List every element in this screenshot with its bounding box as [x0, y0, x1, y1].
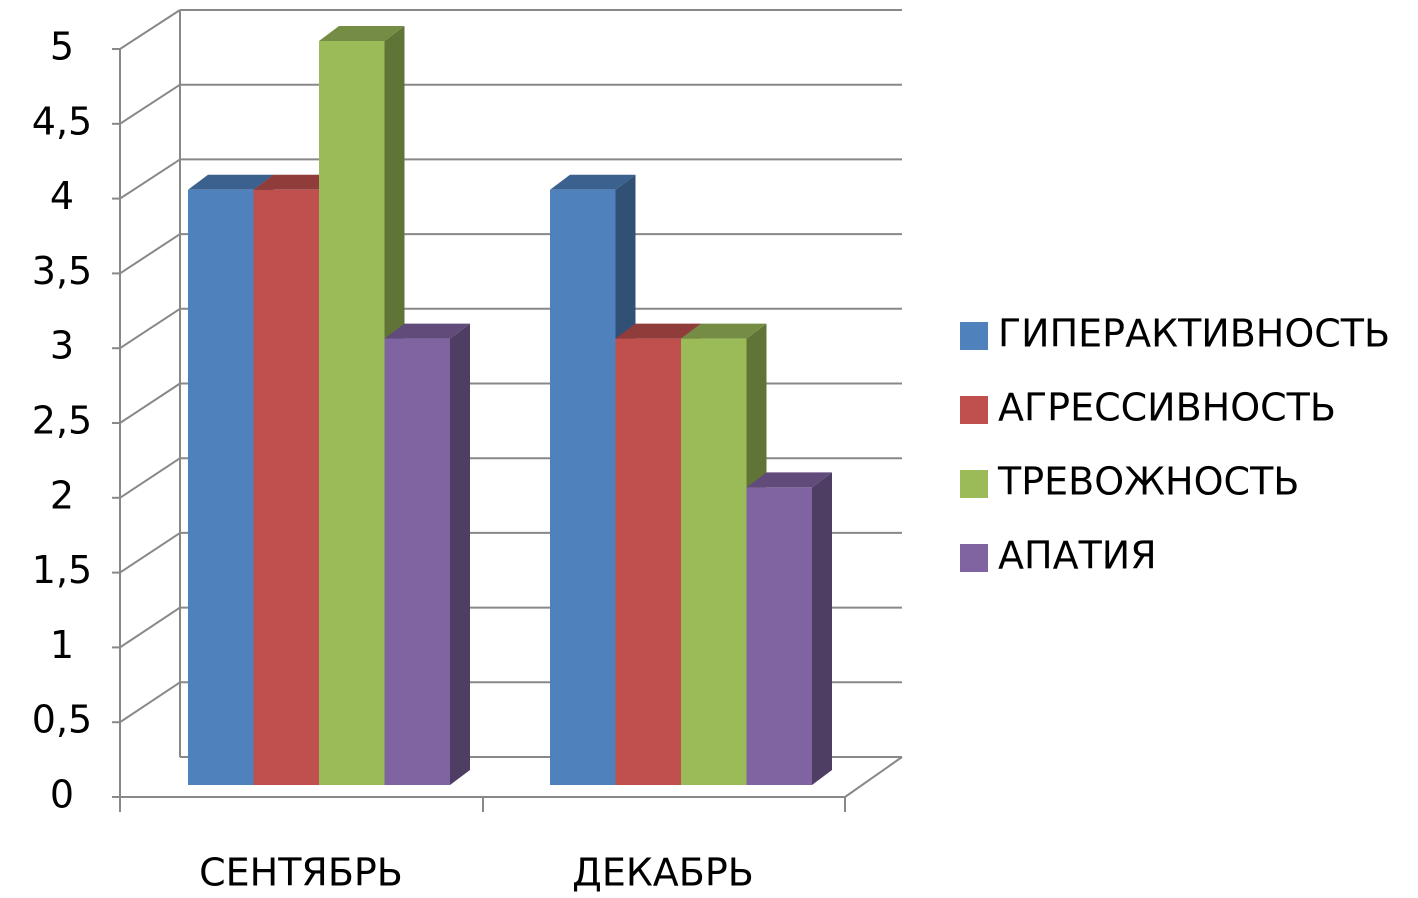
y-tick-label: 4,5	[32, 99, 92, 143]
legend-label: АГРЕССИВНОСТЬ	[998, 386, 1336, 430]
grid-line	[119, 606, 181, 649]
bar	[681, 338, 747, 785]
y-tick-label: 5	[50, 25, 74, 69]
bar-top	[384, 323, 470, 339]
legend-swatch	[960, 396, 988, 424]
bar	[319, 41, 385, 785]
floor-edge	[844, 756, 903, 798]
x-tick-label: ДЕКАБРЬ	[572, 851, 754, 895]
x-tick-label: СЕНТЯБРЬ	[199, 851, 403, 895]
y-tick-label: 3,5	[32, 249, 92, 293]
bar	[615, 338, 681, 785]
bar-top	[615, 323, 701, 339]
grid-line	[119, 382, 181, 424]
y-tick-label: 2,5	[32, 399, 92, 443]
bar-side	[812, 472, 832, 785]
grid-line	[119, 457, 181, 499]
y-tick-label: 1	[50, 623, 74, 667]
bar	[550, 189, 616, 786]
bar-side	[450, 323, 470, 785]
legend-swatch	[960, 544, 988, 572]
bar-top	[188, 174, 274, 190]
y-tick-label: 1,5	[32, 548, 92, 592]
y-tick-label: 0,5	[32, 698, 92, 742]
legend-swatch	[960, 322, 988, 350]
bar-top	[681, 323, 767, 339]
y-tick-label: 4	[50, 174, 74, 218]
grid-line	[119, 9, 181, 50]
legend-label: ТРЕВОЖНОСТЬ	[997, 460, 1299, 504]
grid-line	[119, 158, 181, 200]
bar	[384, 338, 450, 785]
grid-line	[119, 681, 181, 724]
bar-top	[253, 174, 339, 190]
bar-top	[319, 26, 405, 41]
grid-line	[119, 532, 181, 574]
legend-label: АПАТИЯ	[998, 534, 1157, 578]
bar	[188, 189, 254, 786]
bar-top	[746, 472, 832, 488]
grid-line	[119, 83, 181, 125]
y-tick-label: 0	[50, 773, 74, 817]
bar	[746, 487, 812, 785]
y-tick-label: 2	[50, 473, 74, 517]
grid-line	[119, 307, 181, 350]
legend-label: ГИПЕРАКТИВНОСТЬ	[998, 312, 1390, 356]
legend-swatch	[960, 470, 988, 498]
y-tick-label: 3	[50, 324, 74, 368]
bar	[253, 189, 319, 786]
bar-top	[550, 174, 636, 190]
grid-line	[119, 233, 181, 275]
